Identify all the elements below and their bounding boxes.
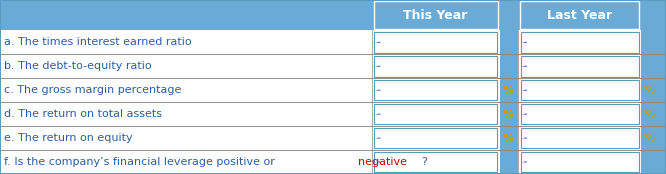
Text: d. The return on total assets: d. The return on total assets	[4, 109, 162, 119]
Text: %: %	[644, 109, 655, 119]
Bar	[500, 78, 518, 102]
Text: ?: ?	[422, 157, 427, 167]
Bar	[0, 126, 666, 150]
Bar	[0, 150, 666, 174]
Bar	[521, 128, 639, 148]
Bar	[0, 0, 666, 30]
Bar	[521, 56, 639, 77]
Polygon shape	[375, 89, 380, 91]
Bar	[641, 150, 666, 174]
Polygon shape	[375, 66, 380, 67]
Text: f. Is the company’s financial leverage positive or: f. Is the company’s financial leverage p…	[4, 157, 278, 167]
Bar	[374, 1, 498, 29]
Text: a. The times interest earned ratio: a. The times interest earned ratio	[4, 37, 192, 47]
Bar	[374, 56, 497, 77]
Bar	[521, 104, 639, 124]
Bar	[641, 126, 666, 150]
Bar	[0, 30, 666, 54]
Bar	[374, 104, 497, 124]
Bar	[374, 128, 497, 148]
Text: %: %	[644, 85, 655, 95]
Bar	[374, 152, 497, 172]
Polygon shape	[375, 137, 380, 139]
Polygon shape	[375, 42, 380, 43]
Text: %: %	[502, 109, 513, 119]
Bar	[0, 102, 666, 126]
Polygon shape	[521, 89, 527, 91]
Text: %: %	[502, 133, 513, 143]
Text: negative: negative	[358, 157, 407, 167]
Text: Last Year: Last Year	[547, 9, 612, 22]
Polygon shape	[521, 137, 527, 139]
Text: %: %	[502, 85, 513, 95]
Text: %: %	[644, 133, 655, 143]
Bar	[520, 1, 639, 29]
Bar	[641, 102, 666, 126]
Bar	[500, 54, 518, 78]
Bar	[500, 150, 518, 174]
Polygon shape	[375, 161, 380, 163]
Bar	[521, 32, 639, 53]
Text: b. The debt-to-equity ratio: b. The debt-to-equity ratio	[4, 61, 152, 71]
Bar	[0, 54, 666, 78]
Bar	[641, 30, 666, 54]
Bar	[0, 78, 666, 102]
Bar	[641, 78, 666, 102]
Bar	[521, 80, 639, 101]
Text: c. The gross margin percentage: c. The gross margin percentage	[4, 85, 181, 95]
Bar	[521, 152, 639, 172]
Bar	[374, 80, 497, 101]
Polygon shape	[375, 113, 380, 115]
Polygon shape	[521, 161, 527, 163]
Polygon shape	[521, 113, 527, 115]
Polygon shape	[521, 66, 527, 67]
Bar	[500, 30, 518, 54]
Bar	[641, 54, 666, 78]
Bar	[500, 102, 518, 126]
Text: This Year: This Year	[404, 9, 468, 22]
Bar	[500, 126, 518, 150]
Polygon shape	[521, 42, 527, 43]
Bar	[374, 32, 497, 53]
Text: e. The return on equity: e. The return on equity	[4, 133, 133, 143]
